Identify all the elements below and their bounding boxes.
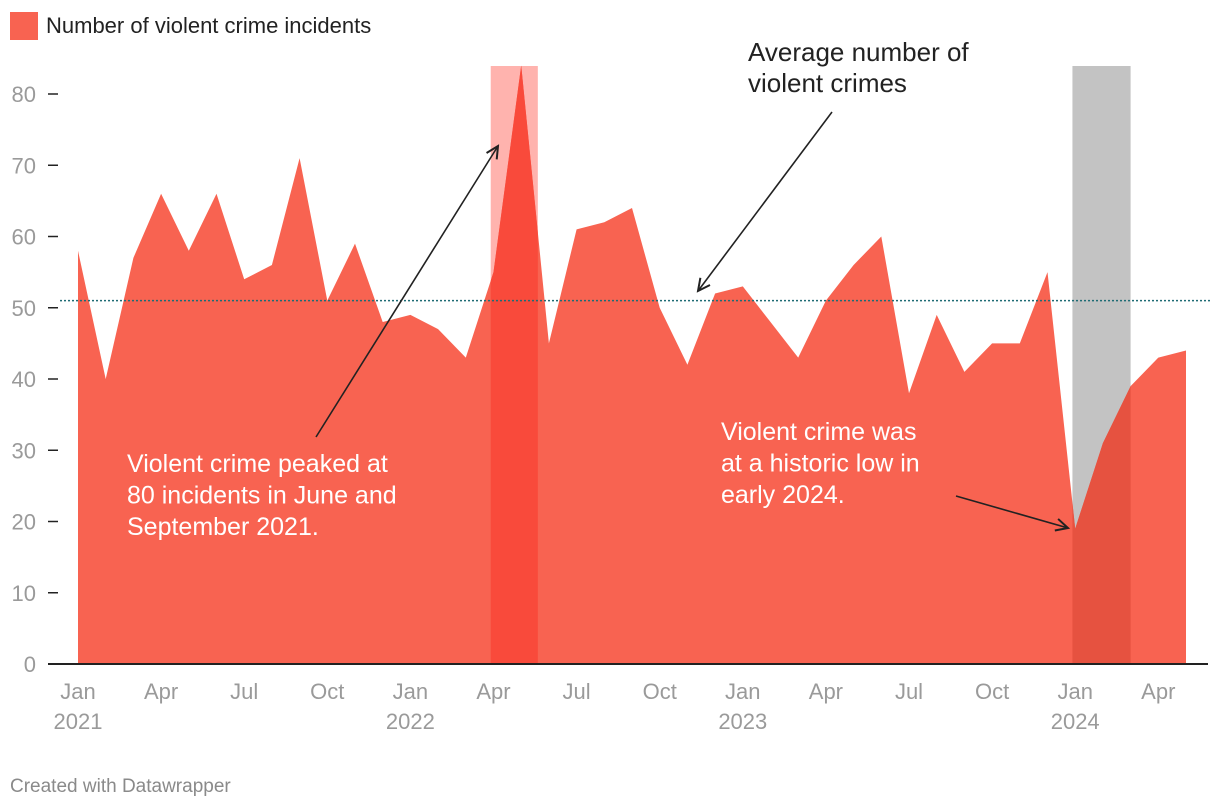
x-tick-label: Jul [230, 679, 258, 704]
x-tick-label: Apr [809, 679, 843, 704]
footer-credit: Created with Datawrapper [10, 776, 231, 797]
highlight-overlap-low [1072, 386, 1131, 664]
x-tick-label: Apr [1141, 679, 1175, 704]
peak-annotation-line: Violent crime peaked at [127, 450, 388, 478]
peak-arrow [315, 146, 498, 438]
y-tick-label: 30 [12, 438, 36, 463]
y-tick-label: 0 [24, 652, 36, 677]
low-annotation-line: at a historic low in [721, 450, 920, 478]
x-tick-label: Oct [643, 679, 677, 704]
peak-annotation-line: September 2021. [127, 513, 319, 541]
x-tick-label: Apr [476, 679, 510, 704]
average-annotation-line: Average number of [748, 37, 969, 67]
peak-annotation-line: 80 incidents in June and [127, 482, 397, 510]
average-annotation-line: violent crimes [748, 68, 907, 98]
legend-swatch [10, 12, 38, 40]
y-tick-label: 50 [12, 296, 36, 321]
y-tick-label: 60 [12, 225, 36, 250]
x-tick-label: Jan [725, 679, 760, 704]
x-tick-label: Jan [1057, 679, 1092, 704]
low-annotation-line: Violent crime was [721, 418, 916, 446]
x-tick-year-label: 2022 [386, 709, 435, 734]
x-tick-label: Apr [144, 679, 178, 704]
legend: Number of violent crime incidents [10, 12, 371, 40]
x-tick-year-label: 2024 [1051, 709, 1100, 734]
low-arrow [955, 495, 1068, 528]
low-annotation: Violent crime was at a historic low in ear… [721, 418, 920, 509]
average-annotation: Average number of violent crimes [748, 37, 969, 98]
x-tick-label: Oct [975, 679, 1009, 704]
y-tick-label: 80 [12, 82, 36, 107]
x-tick-label: Jan [60, 679, 95, 704]
x-tick-label: Jul [563, 679, 591, 704]
y-tick-label: 40 [12, 367, 36, 392]
x-tick-label: Jan [393, 679, 428, 704]
series-area [78, 65, 1186, 664]
low-annotation-line: early 2024. [721, 481, 845, 509]
y-tick-label: 10 [12, 581, 36, 606]
y-tick-label: 70 [12, 153, 36, 178]
average-arrow [698, 111, 833, 291]
peak-annotation: Violent crime peaked at 80 incidents in J… [127, 450, 397, 541]
x-tick-year-label: 2021 [54, 709, 103, 734]
highlight-overlap-peak [490, 66, 538, 664]
x-tick-label: Oct [310, 679, 344, 704]
x-tick-label: Jul [895, 679, 923, 704]
x-tick-year-label: 2023 [718, 709, 767, 734]
legend-label: Number of violent crime incidents [46, 13, 372, 38]
y-tick-label: 20 [12, 510, 36, 535]
